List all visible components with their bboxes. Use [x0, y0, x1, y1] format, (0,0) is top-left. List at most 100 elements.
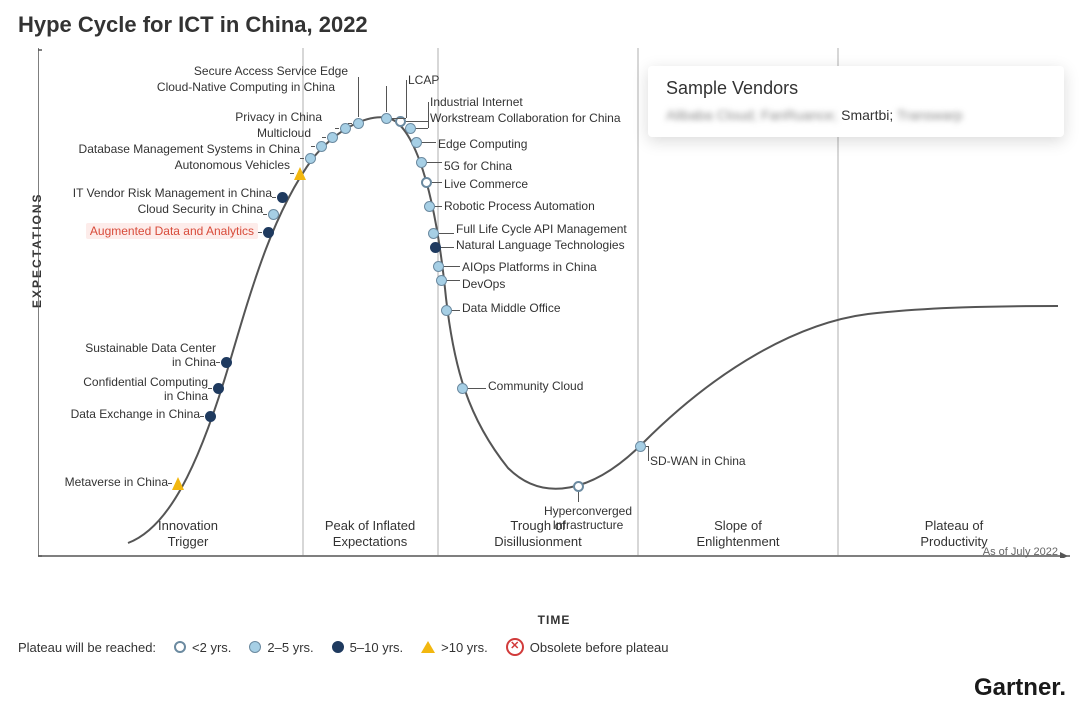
phase-label: InnovationTrigger [108, 518, 268, 551]
data-point-label: Full Life Cycle API Management [456, 222, 627, 236]
leader-line [272, 197, 276, 198]
legend-swatch-icon [174, 641, 186, 653]
data-point-label: Confidential Computingin China [83, 375, 208, 403]
vendor-blurred: Transwarp [897, 107, 963, 123]
legend-label: 2–5 yrs. [267, 640, 313, 655]
legend-swatch-icon [249, 641, 261, 653]
legend-item: 2–5 yrs. [249, 640, 313, 655]
leader-line [439, 233, 454, 234]
data-point-label: Workstream Collaboration for China [430, 111, 621, 125]
leader-line [406, 80, 407, 118]
data-point [172, 477, 184, 490]
data-point-label: 5G for China [444, 159, 512, 173]
data-point [430, 242, 441, 253]
leader-line [208, 388, 212, 389]
data-point-label: Community Cloud [488, 379, 583, 393]
leader-line [386, 86, 387, 112]
gartner-logo: Gartner. [974, 674, 1066, 702]
data-point-label: Privacy in China [235, 110, 322, 124]
legend-label: Obsolete before plateau [530, 640, 669, 655]
chart-area: EXPECTATIONS Metaverse in ChinaData Exch… [38, 48, 1070, 558]
data-point-label: Augmented Data and Analytics [86, 223, 258, 239]
legend-swatch-icon [332, 641, 344, 653]
sample-vendors-title: Sample Vendors [666, 78, 1046, 99]
data-point-label: Robotic Process Automation [444, 199, 595, 213]
data-point [205, 411, 216, 422]
leader-line [578, 492, 579, 502]
leader-line [348, 123, 352, 124]
data-point-label: Cloud Security in China [138, 202, 263, 216]
data-point [263, 227, 274, 238]
data-point [305, 153, 316, 164]
data-point [353, 118, 364, 129]
data-point [340, 123, 351, 134]
leader-line [444, 266, 460, 267]
leader-line [258, 232, 262, 233]
sample-vendors-list: Alibaba Cloud; FanRuance; Smartbi; Trans… [666, 107, 1046, 123]
phase-label: Trough ofDisillusionment [458, 518, 618, 551]
data-point-label: DevOps [462, 277, 505, 291]
data-point [457, 383, 468, 394]
legend-prefix: Plateau will be reached: [18, 640, 156, 655]
leader-line [263, 214, 267, 215]
data-point-label: SD-WAN in China [650, 454, 746, 468]
data-point [277, 192, 288, 203]
leader-line [447, 280, 460, 281]
data-point-label: Industrial Internet [430, 95, 523, 109]
data-point [421, 177, 432, 188]
data-point-label: Metaverse in China [65, 475, 168, 489]
legend-label: >10 yrs. [441, 640, 488, 655]
data-point [424, 201, 435, 212]
data-point [221, 357, 232, 368]
data-point-label: Secure Access Service Edge [194, 64, 348, 78]
leader-line [428, 118, 429, 128]
data-point [268, 209, 279, 220]
legend-label: 5–10 yrs. [350, 640, 403, 655]
data-point [441, 305, 452, 316]
data-point [573, 481, 584, 492]
data-point-label: LCAP [408, 73, 439, 87]
leader-line [432, 182, 442, 183]
legend-item: <2 yrs. [174, 640, 231, 655]
leader-line [358, 77, 359, 117]
leader-line [322, 137, 326, 138]
leader-line [311, 146, 315, 147]
leader-line [441, 247, 454, 248]
leader-line [406, 121, 428, 122]
leader-line [200, 416, 204, 417]
vendor-clear: Smartbi; [837, 107, 897, 123]
phase-label: Peak of InflatedExpectations [290, 518, 450, 551]
data-point [433, 261, 444, 272]
data-point-label: Autonomous Vehicles [175, 158, 290, 172]
leader-line [452, 310, 460, 311]
vendor-blurred: Alibaba Cloud; FanRuance; [666, 107, 837, 123]
leader-line [468, 388, 486, 389]
data-point [316, 141, 327, 152]
legend-label: <2 yrs. [192, 640, 231, 655]
leader-line [216, 362, 220, 363]
legend: Plateau will be reached: <2 yrs. 2–5 yrs. 5… [18, 638, 669, 656]
data-point-label: IT Vendor Risk Management in China [73, 186, 272, 200]
data-point [381, 113, 392, 124]
data-point-label: Data Exchange in China [71, 407, 200, 421]
data-point [436, 275, 447, 286]
data-point [405, 123, 416, 134]
leader-line [290, 173, 294, 174]
data-point-label: Cloud-Native Computing in China [157, 80, 335, 94]
data-point-label: AIOps Platforms in China [462, 260, 597, 274]
data-point-label: Live Commerce [444, 177, 528, 191]
data-point-label: Sustainable Data Centerin China [85, 341, 216, 369]
data-point-label: Database Management Systems in China [79, 142, 300, 156]
leader-line [168, 483, 172, 484]
leader-line [392, 118, 406, 119]
leader-line [300, 158, 304, 159]
legend-item: 5–10 yrs. [332, 640, 403, 655]
leader-line [435, 206, 442, 207]
sample-vendors-card: Sample Vendors Alibaba Cloud; FanRuance;… [648, 66, 1064, 137]
data-point [327, 132, 338, 143]
leader-line [416, 128, 428, 129]
x-axis-label: TIME [38, 613, 1070, 627]
legend-swatch-icon: ✕ [506, 638, 524, 656]
chart-title: Hype Cycle for ICT in China, 2022 [18, 12, 368, 38]
legend-item: ✕ Obsolete before plateau [506, 638, 669, 656]
